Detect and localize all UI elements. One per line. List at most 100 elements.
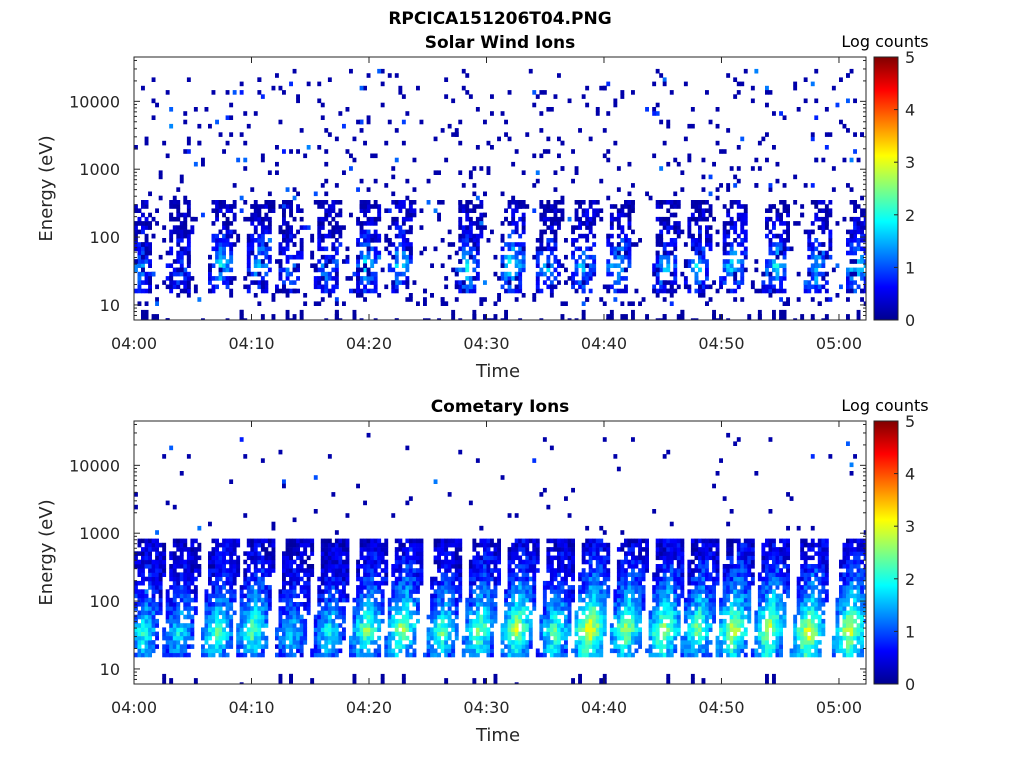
heatmap-cell xyxy=(155,542,159,548)
heatmap-cell xyxy=(317,640,322,645)
heatmap-cell xyxy=(236,627,241,632)
heatmap-cell xyxy=(592,267,597,273)
heatmap-cell xyxy=(401,597,406,603)
heatmap-cell xyxy=(504,288,508,294)
heatmap-cell xyxy=(468,288,473,294)
heatmap-cell xyxy=(253,631,258,637)
heatmap-cell xyxy=(698,229,702,235)
heatmap-cell xyxy=(317,576,322,582)
heatmap-cell xyxy=(490,538,494,544)
heatmap-cell xyxy=(539,200,544,205)
heatmap-cell xyxy=(405,652,410,658)
heatmap-cell xyxy=(391,580,396,586)
heatmap-cell xyxy=(260,153,265,159)
heatmap-cell xyxy=(179,555,184,561)
heatmap-cell xyxy=(183,216,188,222)
heatmap-cell xyxy=(370,593,375,599)
heatmap-cell xyxy=(373,200,378,205)
heatmap-cell xyxy=(253,555,258,561)
heatmap-cell xyxy=(201,212,205,218)
heatmap-cell xyxy=(419,208,424,213)
heatmap-cell xyxy=(218,559,223,565)
heatmap-cell xyxy=(525,555,530,561)
heatmap-cell xyxy=(320,627,325,632)
heatmap-cell xyxy=(137,635,142,641)
heatmap-cell xyxy=(451,644,456,649)
heatmap-cell xyxy=(334,200,339,205)
heatmap-cell xyxy=(172,200,177,205)
heatmap-cell xyxy=(186,597,191,603)
heatmap-cell xyxy=(483,542,487,548)
heatmap-cell xyxy=(271,542,276,548)
heatmap-cell xyxy=(246,640,251,645)
heatmap-cell xyxy=(853,259,857,264)
heatmap-cell xyxy=(394,73,399,78)
heatmap-cell xyxy=(172,542,177,548)
heatmap-cell xyxy=(631,318,635,320)
heatmap-cell xyxy=(260,580,265,586)
heatmap-cell xyxy=(490,555,494,561)
heatmap-cell xyxy=(493,551,498,556)
heatmap-cell xyxy=(331,606,336,611)
heatmap-cell xyxy=(162,547,167,552)
heatmap-cell xyxy=(246,576,251,582)
heatmap-cell xyxy=(616,271,621,277)
heatmap-cell xyxy=(306,538,311,544)
heatmap-cell xyxy=(338,542,343,548)
heatmap-cell xyxy=(137,301,142,306)
heatmap-cell xyxy=(803,280,808,285)
heatmap-cell xyxy=(779,216,783,222)
heatmap-cell xyxy=(363,538,367,544)
heatmap-cell xyxy=(497,542,501,548)
heatmap-cell xyxy=(158,551,163,556)
heatmap-cell xyxy=(260,648,265,654)
heatmap-cell xyxy=(278,263,283,268)
heatmap-cell xyxy=(521,242,526,247)
heatmap-cell xyxy=(356,216,360,222)
heatmap-cell xyxy=(134,652,138,658)
heatmap-cell xyxy=(846,271,850,277)
heatmap-cell xyxy=(782,200,787,205)
heatmap-cell xyxy=(468,589,473,594)
heatmap-cell xyxy=(391,200,396,205)
heatmap-cell xyxy=(229,644,234,649)
heatmap-cell xyxy=(359,555,364,561)
heatmap-cell xyxy=(324,128,329,133)
heatmap-cell xyxy=(134,221,138,226)
heatmap-cell xyxy=(260,221,265,226)
heatmap-cell xyxy=(373,238,378,243)
heatmap-cell xyxy=(296,631,300,637)
heatmap-cell xyxy=(602,128,607,133)
heatmap-cell xyxy=(676,204,681,209)
heatmap-cell xyxy=(320,551,325,556)
heatmap-cell xyxy=(334,225,339,230)
heatmap-cell xyxy=(419,250,424,256)
heatmap-cell xyxy=(186,140,191,146)
heatmap-cell xyxy=(447,564,452,569)
heatmap-cell xyxy=(490,572,494,577)
heatmap-cell xyxy=(740,225,745,230)
heatmap-cell xyxy=(853,98,857,104)
heatmap-cell xyxy=(179,238,184,243)
heatmap-cell xyxy=(398,623,403,628)
heatmap-cell xyxy=(518,288,523,294)
heatmap-cell xyxy=(299,589,304,594)
heatmap-cell xyxy=(606,314,611,319)
heatmap-cell xyxy=(141,623,145,628)
heatmap-cell xyxy=(144,288,149,294)
heatmap-cell xyxy=(553,204,558,209)
heatmap-cell xyxy=(521,564,526,569)
heatmap-cell xyxy=(394,593,399,599)
heatmap-cell xyxy=(849,238,854,243)
heatmap-cell xyxy=(282,216,286,222)
heatmap-cell xyxy=(278,652,283,658)
heatmap-cell xyxy=(243,593,248,599)
heatmap-cell xyxy=(666,250,671,256)
heatmap-cell xyxy=(208,631,212,637)
heatmap-cell xyxy=(465,602,470,607)
heatmap-cell xyxy=(342,635,346,641)
heatmap-cell xyxy=(715,123,720,129)
heatmap-cell xyxy=(359,128,364,133)
heatmap-cell xyxy=(324,623,329,628)
heatmap-cell xyxy=(719,149,723,154)
